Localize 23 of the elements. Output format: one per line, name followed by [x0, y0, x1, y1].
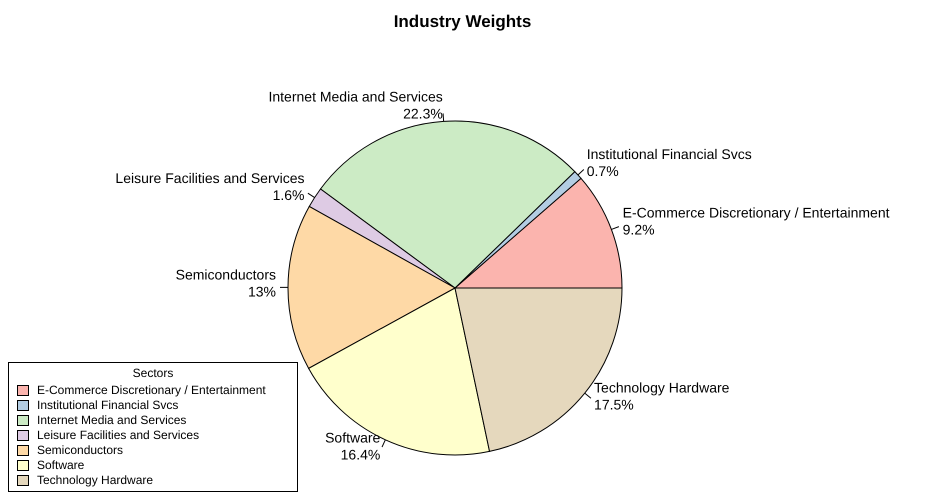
data-label: 0.7% — [586, 162, 619, 179]
legend-label: Software — [37, 458, 84, 473]
slice-label: Internet Media and Services — [268, 88, 443, 104]
slice-label: Software — [325, 430, 381, 446]
slice-label: E-Commerce Discretionary / Entertainment — [622, 204, 890, 220]
slice-label: Leisure Facilities and Services — [115, 170, 305, 186]
legend-label: Semiconductors — [37, 443, 124, 458]
legend-title: Sectors — [132, 366, 174, 380]
legend-label: Internet Media and Services — [37, 413, 186, 428]
legend-label: E-Commerce Discretionary / Entertainment — [37, 383, 266, 398]
slice-label: Semiconductors — [176, 266, 276, 282]
data-label: 16.4% — [340, 446, 380, 463]
data-label: 22.3% — [403, 105, 443, 122]
legend-label: Technology Hardware — [37, 473, 154, 488]
chart-title: Industry Weights — [392, 12, 532, 32]
data-label: 1.6% — [272, 187, 305, 204]
slice-label: Institutional Financial Svcs — [586, 146, 752, 162]
data-label: 13% — [248, 283, 276, 300]
legend-label: Institutional Financial Svcs — [37, 398, 178, 413]
legend-label: Leisure Facilities and Services — [37, 428, 200, 443]
data-label: 17.5% — [594, 396, 634, 413]
data-label: 9.2% — [622, 221, 655, 238]
slice-label: Technology Hardware — [594, 380, 730, 396]
